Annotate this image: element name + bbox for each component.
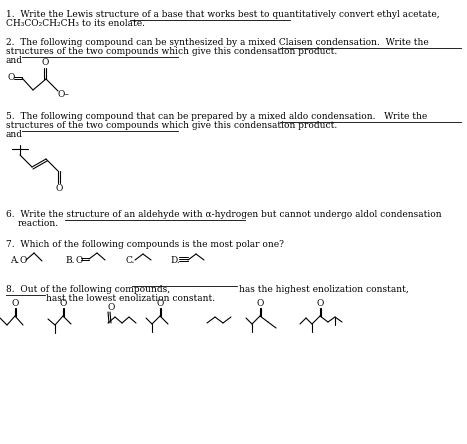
Text: 5.  The following compound that can be prepared by a mixed aldo condensation.   : 5. The following compound that can be pr… [6, 112, 427, 121]
Text: O: O [20, 256, 28, 265]
Text: structures of the two compounds which give this condensation product.: structures of the two compounds which gi… [6, 47, 337, 56]
Text: B.: B. [65, 256, 75, 265]
Text: C.: C. [125, 256, 134, 265]
Text: 7.  Which of the following compounds is the most polar one?: 7. Which of the following compounds is t… [6, 240, 284, 249]
Text: O: O [55, 184, 63, 193]
Text: O: O [11, 299, 19, 308]
Text: O: O [108, 303, 115, 312]
Text: O: O [256, 299, 264, 308]
Text: and: and [6, 56, 23, 65]
Text: 6.  Write the structure of an aldehyde with α-hydrogen but cannot undergo aldol : 6. Write the structure of an aldehyde wi… [6, 210, 442, 219]
Text: reaction.: reaction. [18, 219, 59, 228]
Text: O–: O– [58, 90, 70, 99]
Text: O: O [42, 58, 50, 67]
Text: CH₃CO₂CH₂CH₃ to its enolate.: CH₃CO₂CH₂CH₃ to its enolate. [6, 19, 145, 28]
Text: D.: D. [170, 256, 180, 265]
Text: O: O [156, 299, 164, 308]
Text: 8.  Out of the following compounds,: 8. Out of the following compounds, [6, 285, 170, 294]
Text: hast the lowest enolization constant.: hast the lowest enolization constant. [46, 294, 215, 303]
Text: has the highest enolization constant,: has the highest enolization constant, [239, 285, 409, 294]
Text: A.: A. [10, 256, 19, 265]
Text: O: O [8, 73, 15, 82]
Text: and: and [6, 130, 23, 139]
Text: 2.  The following compound can be synthesized by a mixed Claisen condensation.  : 2. The following compound can be synthes… [6, 38, 429, 47]
Text: O: O [75, 256, 82, 265]
Text: 1.  Write the Lewis structure of a base that works best to quantitatively conver: 1. Write the Lewis structure of a base t… [6, 10, 439, 19]
Text: O: O [316, 299, 324, 308]
Text: O: O [59, 299, 67, 308]
Text: structures of the two compounds which give this condensation product.: structures of the two compounds which gi… [6, 121, 337, 130]
